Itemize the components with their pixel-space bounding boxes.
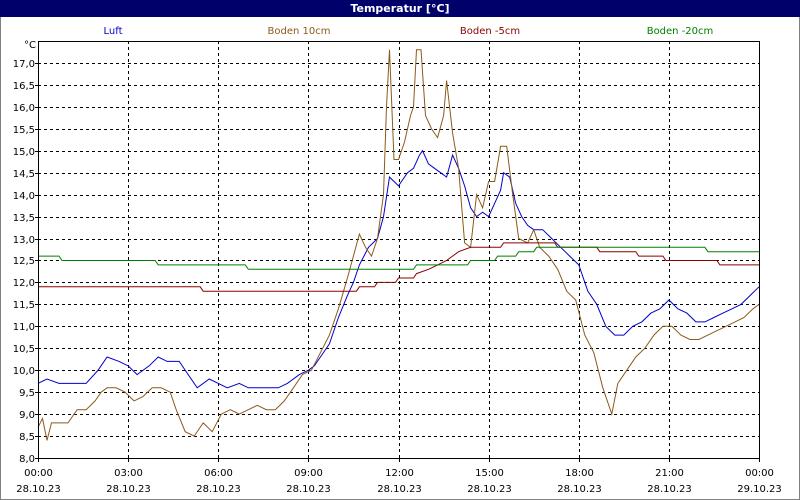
series-line-boden-10cm <box>37 49 760 441</box>
y-tick-label: 11,5 <box>13 300 35 311</box>
y-tick-label: 12,5 <box>13 256 35 267</box>
y-tick-label: 11,0 <box>13 322 35 333</box>
x-tick-time: 03:00 <box>114 468 143 479</box>
x-tick-date: 28.10.23 <box>196 484 241 495</box>
legend: Luft Boden 10cm Boden -5cm Boden -20cm <box>104 26 714 37</box>
legend-entry: Boden -5cm <box>460 26 520 37</box>
series-line-luft <box>37 149 760 389</box>
x-tick-time: 12:00 <box>385 468 414 479</box>
x-tick-date: 28.10.23 <box>467 484 512 495</box>
series-line-boden-20cm <box>38 246 759 270</box>
chart-title: Temperatur [°C] <box>0 0 800 17</box>
series-lines <box>37 49 760 441</box>
x-tick-date: 28.10.23 <box>647 484 692 495</box>
y-tick-label: 10,0 <box>13 366 35 377</box>
series-line-boden-5cm <box>38 242 759 292</box>
y-tick-label: 8,0 <box>19 454 35 465</box>
x-tick-date: 28.10.23 <box>557 484 602 495</box>
y-tick-label: 9,0 <box>19 410 35 421</box>
x-tick-time: 00:00 <box>745 468 774 479</box>
x-tick-date: 28.10.23 <box>16 484 61 495</box>
x-tick-labels: 00:00 28.10.23 03:00 28.10.23 06:00 28.10.23 0… <box>16 468 782 495</box>
x-tick-date: 28.10.23 <box>106 484 151 495</box>
y-unit-label: °C <box>24 40 36 51</box>
y-tick-labels: 8,0 8,5 9,0 9,5 10,0 10,5 11,0 11,5 12,0 12,5 13,0… <box>13 59 35 465</box>
y-tick-label: 15,5 <box>13 125 35 136</box>
x-tick-time: 06:00 <box>204 468 233 479</box>
y-tick-label: 17,0 <box>13 59 35 70</box>
y-tick-label: 8,5 <box>19 432 35 443</box>
y-tick-label: 9,5 <box>19 388 35 399</box>
y-tick-label: 14,5 <box>13 169 35 180</box>
y-tick-label: 12,0 <box>13 278 35 289</box>
y-tick-label: 13,5 <box>13 213 35 224</box>
legend-entry: Luft <box>104 26 123 37</box>
y-tick-label: 13,0 <box>13 235 35 246</box>
x-tick-date: 28.10.23 <box>377 484 422 495</box>
y-tick-label: 16,5 <box>13 81 35 92</box>
x-tick-time: 09:00 <box>294 468 323 479</box>
grid-lines <box>38 41 759 459</box>
x-tick-time: 15:00 <box>475 468 504 479</box>
legend-entry: Boden -20cm <box>647 26 714 37</box>
legend-entry: Boden 10cm <box>268 26 331 37</box>
axes <box>35 41 760 462</box>
x-tick-date: 29.10.23 <box>737 484 782 495</box>
x-tick-time: 00:00 <box>24 468 53 479</box>
x-tick-date: 28.10.23 <box>286 484 331 495</box>
y-tick-label: 14,0 <box>13 191 35 202</box>
y-tick-label: 16,0 <box>13 103 35 114</box>
y-tick-label: 15,0 <box>13 147 35 158</box>
x-tick-time: 18:00 <box>565 468 594 479</box>
y-tick-label: 10,5 <box>13 344 35 355</box>
x-tick-time: 21:00 <box>655 468 684 479</box>
